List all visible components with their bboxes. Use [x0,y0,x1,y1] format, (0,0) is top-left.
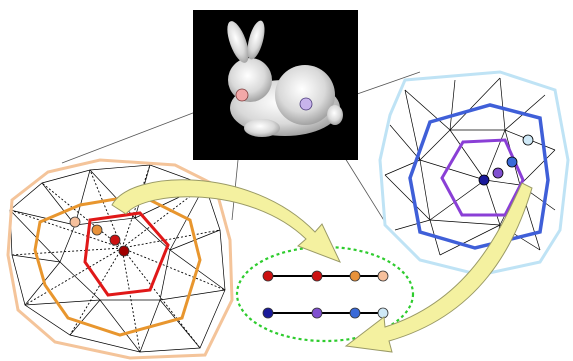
left-ring-inner [83,211,170,297]
left-sample-inner [109,234,121,246]
bunny-point-right [299,97,313,111]
left-sample-center [118,245,130,257]
left-sample-middle [91,224,103,236]
right-signature-dot-3 [349,307,361,319]
right-mesh-patch [378,70,570,277]
right-ring-outer [378,70,570,277]
left-ring-outer [6,158,234,360]
arrow-left-to-vectors [111,179,341,263]
right-ring-middle [408,103,550,250]
right-sample-middle [506,156,518,168]
right-sample-outer [522,134,534,146]
bunny-render-panel [193,10,358,160]
left-signature-dot-3 [349,270,361,282]
right-sample-inner [492,167,504,179]
left-signature-dot-4 [377,270,389,282]
right-signature-dot-2 [311,307,323,319]
right-signature-dot-4 [377,307,389,319]
connector-line-right-bottom [339,149,386,223]
right-ring-inner [440,138,525,217]
bunny-point-left [235,88,249,102]
right-signature-dot-1 [262,307,274,319]
left-sample-outer [69,216,81,228]
right-sample-center [478,174,490,186]
left-signature-dot-1 [262,270,274,282]
left-signature-dot-2 [311,270,323,282]
arrow-right-to-vectors [344,182,533,353]
